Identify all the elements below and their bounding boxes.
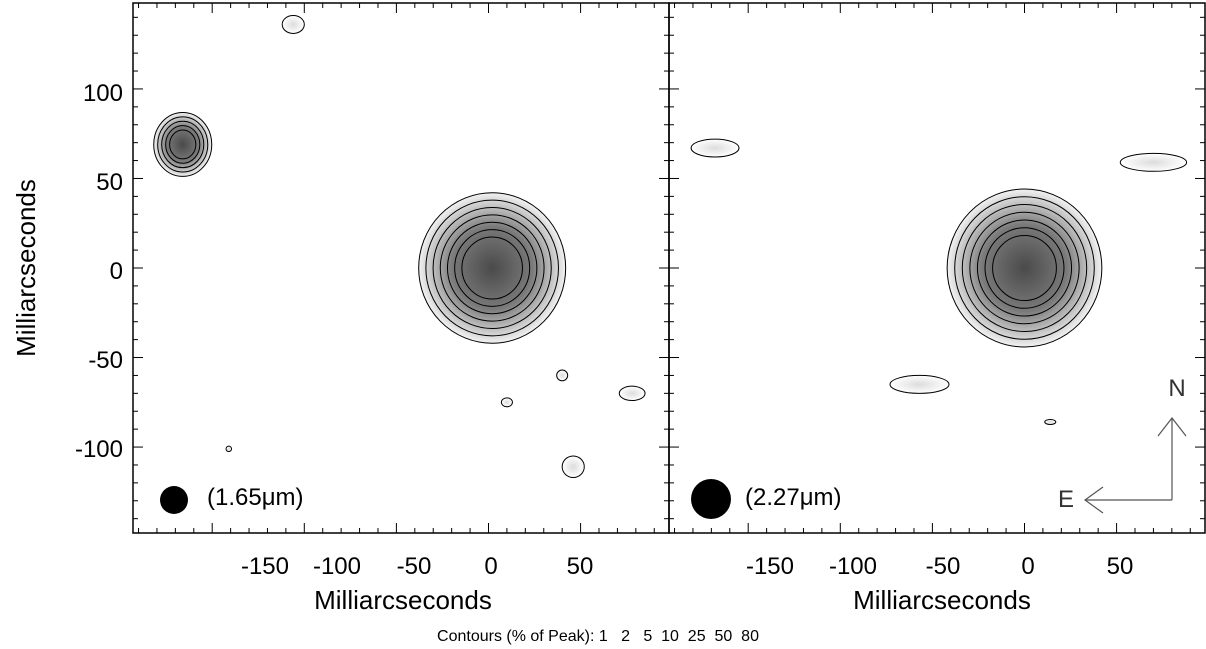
contour-line: [954, 196, 1095, 340]
y-tick-label: 50: [96, 169, 123, 196]
right-panel-content: [690, 138, 1188, 425]
contour-line: [976, 219, 1073, 317]
contour-line: [425, 199, 559, 337]
right-beam-marker: [691, 479, 731, 519]
contour-line: [169, 129, 197, 160]
x-tick-label: -50: [397, 553, 432, 580]
noise-contour: [690, 138, 740, 158]
noise-contour: [889, 374, 950, 394]
contour-line: [969, 211, 1080, 325]
compass: N E: [1058, 375, 1187, 514]
contour-line: [153, 111, 213, 177]
y-tick-label: 100: [83, 80, 123, 107]
compass-east-label: E: [1058, 486, 1074, 513]
contour-levels-note: Contours (% of Peak): 1 2 5 10 25 50 80: [437, 628, 759, 645]
noise-contour: [500, 397, 513, 408]
contour-line: [461, 236, 523, 300]
x-tick-label: 0: [484, 553, 497, 580]
left-panel-frame: [132, 2, 670, 534]
left-x-tick-labels: -150 -100 -50 0 50: [241, 553, 593, 580]
noise-contour: [1119, 152, 1188, 172]
x-tick-label: 0: [1021, 553, 1034, 580]
right-panel-frame: [668, 2, 1206, 534]
x-tick-label: -100: [829, 553, 877, 580]
contour-line: [432, 207, 552, 329]
x-tick-label: 50: [567, 553, 594, 580]
noise-contour: [1044, 418, 1057, 425]
contour-line: [165, 125, 201, 164]
contour-line: [446, 221, 538, 315]
contour-line: [439, 214, 545, 322]
right-wavelength-label: (2.27μm): [745, 484, 842, 511]
contour-line: [161, 120, 205, 169]
x-tick-label: 50: [1107, 553, 1134, 580]
y-tick-label: -50: [88, 347, 123, 374]
noise-contour: [225, 445, 233, 453]
noise-contour: [281, 15, 305, 34]
y-axis-title: Milliarcseconds: [11, 179, 41, 357]
compass-north-label: N: [1168, 375, 1185, 402]
contour-line: [157, 116, 209, 173]
right-x-tick-labels: -150 -100 -50 0 50: [746, 553, 1133, 580]
left-panel-content: [153, 15, 646, 478]
noise-contour: [618, 385, 646, 401]
compass-north-arrowhead: [1157, 417, 1187, 437]
x-tick-label: -150: [241, 553, 289, 580]
left-x-axis-title: Milliarcseconds: [314, 585, 492, 615]
contour-line: [946, 188, 1103, 348]
noise-contour: [556, 369, 569, 382]
contour-line: [454, 229, 531, 307]
contour-line: [961, 204, 1088, 332]
contour-line: [418, 192, 567, 344]
left-wavelength-label: (1.65μm): [207, 484, 304, 511]
x-tick-label: -100: [313, 553, 361, 580]
y-tick-labels: 100 50 0 -50 -100: [75, 80, 123, 463]
source-fill: [153, 112, 212, 177]
noise-contour: [561, 455, 585, 478]
axis-ticks: [133, 3, 1205, 533]
left-beam-marker: [160, 486, 188, 514]
x-tick-label: -50: [926, 553, 961, 580]
x-tick-label: -150: [746, 553, 794, 580]
contour-line: [992, 234, 1057, 302]
contour-line: [984, 227, 1065, 309]
y-tick-label: 0: [110, 258, 123, 285]
y-tick-label: -100: [75, 436, 123, 463]
compass-east-arrowhead: [1083, 486, 1104, 514]
right-x-axis-title: Milliarcseconds: [853, 585, 1031, 615]
